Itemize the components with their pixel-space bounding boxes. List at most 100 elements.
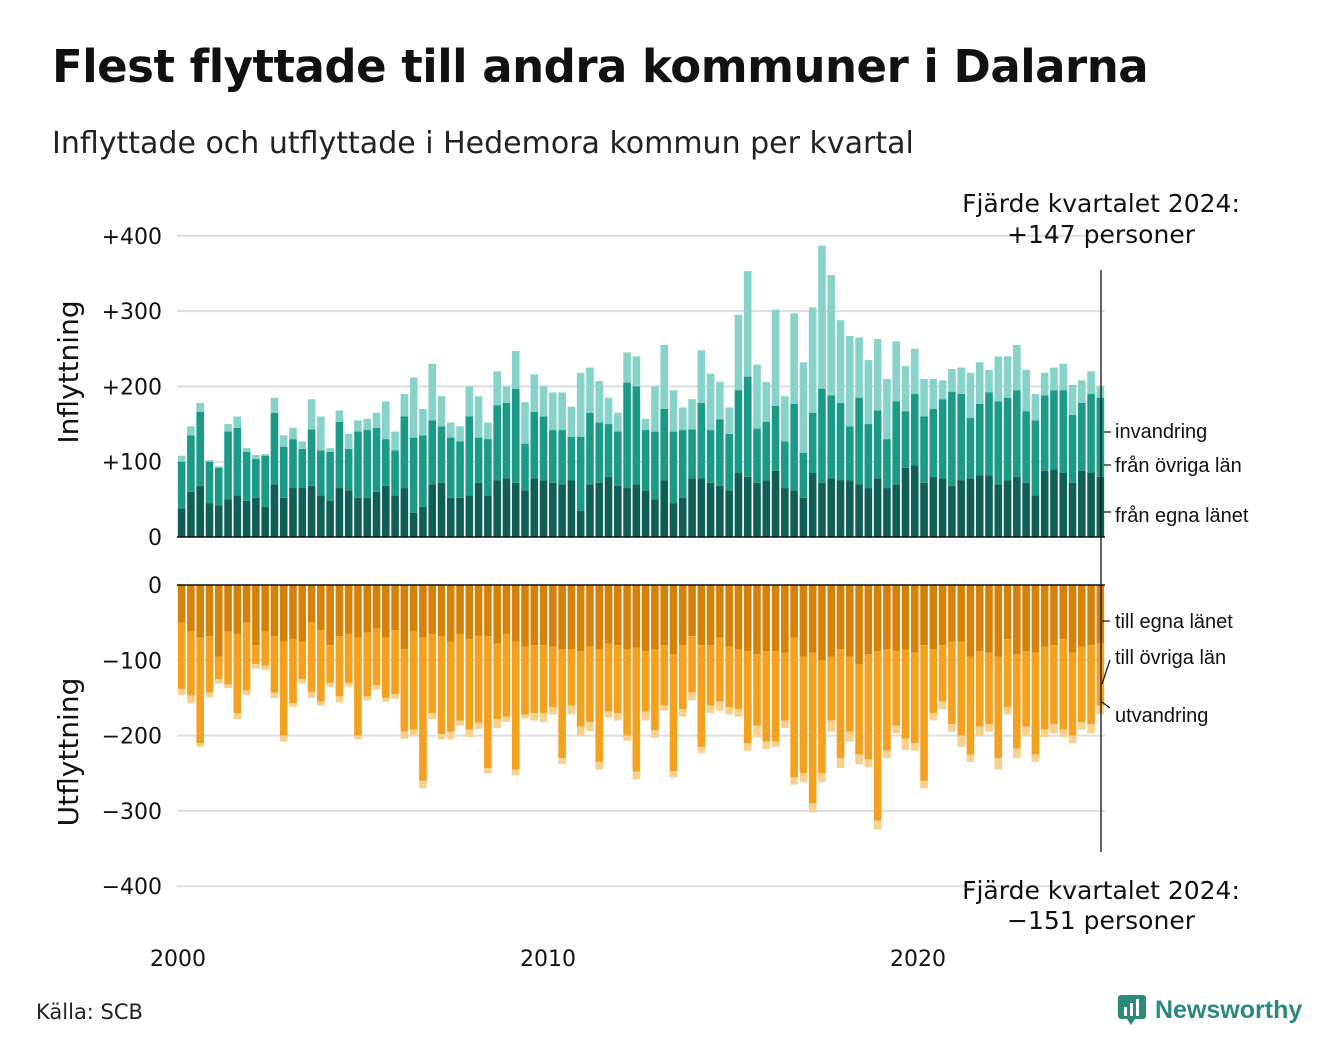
bar — [446, 422, 455, 438]
bar — [1050, 469, 1058, 537]
bar — [892, 341, 901, 402]
bar — [233, 495, 242, 537]
bar — [892, 650, 901, 726]
bar — [660, 344, 669, 409]
bar — [456, 497, 464, 537]
bar — [836, 649, 845, 759]
bar — [177, 455, 186, 462]
bar — [196, 412, 205, 486]
y-tick-label: −100 — [102, 649, 162, 674]
bar — [716, 585, 724, 638]
bar — [242, 585, 251, 623]
bar — [502, 402, 511, 479]
bar — [224, 499, 232, 537]
bar — [177, 508, 186, 537]
bar — [567, 406, 576, 437]
bar — [632, 771, 641, 780]
bar — [660, 408, 669, 481]
bar — [242, 622, 251, 691]
bar — [818, 482, 826, 537]
bar — [873, 651, 882, 821]
bar — [651, 649, 659, 731]
bar — [344, 633, 353, 683]
bar — [1013, 390, 1021, 477]
bar — [725, 646, 733, 707]
bar — [966, 656, 975, 755]
bar — [335, 421, 344, 489]
bar — [326, 682, 334, 687]
bar — [799, 362, 808, 453]
bar — [669, 431, 678, 504]
bar — [363, 696, 372, 701]
bar — [966, 754, 975, 762]
bar — [354, 497, 362, 537]
bar — [948, 724, 956, 732]
bar — [975, 362, 984, 404]
bar — [706, 645, 715, 706]
bar — [632, 647, 641, 772]
series-label: invandring — [1115, 421, 1207, 443]
bar — [762, 480, 771, 537]
bar — [948, 391, 956, 486]
bar — [994, 356, 1003, 402]
bar — [771, 405, 780, 471]
bar — [1078, 585, 1086, 647]
bar — [734, 473, 743, 537]
bar — [1003, 356, 1012, 398]
bar — [1013, 344, 1021, 391]
bar — [549, 585, 557, 647]
bar — [279, 585, 288, 642]
bar — [753, 428, 761, 483]
bar — [920, 780, 928, 789]
bar — [307, 585, 316, 623]
bar — [901, 467, 910, 537]
bar — [576, 436, 585, 511]
bar — [1040, 585, 1049, 647]
bar — [1050, 367, 1058, 391]
bar — [734, 390, 743, 473]
bar — [400, 585, 409, 649]
bar — [1031, 652, 1040, 755]
bar — [252, 585, 260, 646]
bar — [734, 709, 743, 717]
bar — [298, 585, 307, 642]
bar — [1078, 722, 1086, 730]
bar — [242, 500, 251, 537]
bar — [224, 684, 232, 689]
bar — [669, 585, 678, 655]
bar — [344, 585, 353, 634]
bar — [298, 641, 307, 680]
annotation-out-value: −151 personer — [1007, 906, 1196, 935]
bar — [938, 478, 947, 537]
bar — [632, 356, 641, 387]
bar — [400, 731, 409, 739]
bar — [567, 480, 576, 537]
bar — [688, 585, 696, 637]
bar — [994, 758, 1003, 770]
bar — [372, 685, 381, 690]
bar — [586, 484, 594, 537]
bar — [706, 373, 715, 431]
bar — [892, 484, 901, 537]
bar — [363, 632, 372, 697]
bar — [576, 510, 585, 537]
y-axis-title: Inflyttning — [52, 300, 85, 443]
bar — [910, 465, 919, 537]
bar — [539, 386, 548, 417]
bar — [651, 730, 659, 738]
bar — [771, 470, 780, 537]
bar — [716, 381, 724, 420]
bar — [437, 585, 446, 637]
bar — [818, 660, 826, 774]
bar — [873, 410, 882, 479]
bar — [595, 761, 604, 770]
bar — [1078, 402, 1086, 471]
bar — [409, 512, 418, 537]
bar — [307, 399, 316, 430]
bar — [604, 476, 613, 537]
bar — [975, 403, 984, 476]
bar — [539, 480, 548, 537]
bar — [521, 714, 529, 719]
bar — [910, 585, 919, 653]
bar — [864, 488, 873, 538]
